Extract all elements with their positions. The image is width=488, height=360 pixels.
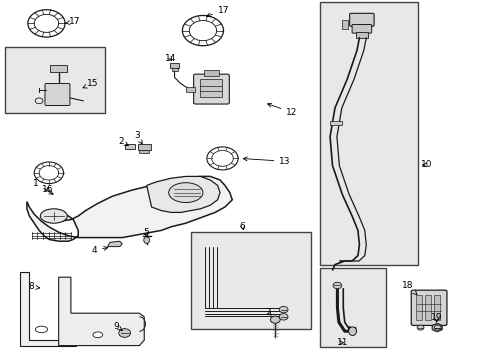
Text: 1: 1	[33, 179, 53, 194]
Circle shape	[270, 316, 280, 323]
Bar	[200, 79, 222, 97]
Polygon shape	[431, 323, 441, 332]
Circle shape	[279, 314, 287, 320]
Bar	[50, 65, 67, 72]
Bar	[139, 150, 149, 153]
Text: 2: 2	[118, 137, 128, 146]
Bar	[170, 63, 179, 68]
Polygon shape	[120, 329, 129, 337]
Text: 9: 9	[113, 322, 122, 331]
Bar	[204, 70, 219, 76]
Text: 10: 10	[420, 161, 431, 170]
Text: 19: 19	[430, 313, 442, 322]
Text: 14: 14	[164, 54, 176, 63]
Text: 6: 6	[239, 222, 245, 231]
Ellipse shape	[143, 237, 149, 243]
Ellipse shape	[40, 209, 67, 223]
Polygon shape	[20, 272, 76, 346]
Text: 15: 15	[83, 79, 99, 88]
FancyBboxPatch shape	[193, 74, 229, 104]
Bar	[124, 144, 135, 149]
Circle shape	[332, 282, 341, 289]
Text: 18: 18	[401, 281, 416, 295]
Bar	[138, 144, 150, 150]
Text: 7: 7	[265, 308, 271, 317]
Text: 16: 16	[42, 185, 54, 194]
Circle shape	[433, 325, 440, 330]
Bar	[190, 232, 310, 329]
Circle shape	[416, 325, 423, 330]
Text: 8: 8	[28, 282, 40, 292]
Ellipse shape	[168, 183, 203, 203]
Bar	[171, 68, 177, 71]
Text: 3: 3	[134, 131, 142, 144]
Bar	[185, 87, 194, 92]
FancyBboxPatch shape	[349, 13, 373, 26]
Text: 13: 13	[243, 157, 290, 166]
FancyBboxPatch shape	[45, 84, 70, 105]
Bar	[5, 47, 105, 113]
Circle shape	[119, 329, 130, 337]
Bar	[329, 121, 342, 125]
Bar	[424, 295, 430, 320]
Bar	[342, 20, 347, 29]
Text: 11: 11	[336, 338, 347, 347]
Text: 12: 12	[267, 103, 297, 117]
Ellipse shape	[93, 332, 102, 338]
Ellipse shape	[348, 327, 356, 336]
Polygon shape	[27, 176, 232, 241]
Text: 4: 4	[91, 246, 108, 255]
Bar	[433, 295, 439, 320]
Text: 17: 17	[206, 6, 229, 17]
Polygon shape	[146, 176, 220, 212]
Ellipse shape	[36, 326, 48, 333]
Polygon shape	[107, 241, 122, 247]
Circle shape	[431, 324, 441, 331]
FancyBboxPatch shape	[410, 290, 446, 325]
Bar	[320, 2, 417, 265]
Text: 17: 17	[66, 17, 81, 26]
FancyBboxPatch shape	[351, 24, 371, 33]
Bar	[355, 32, 367, 38]
Bar	[415, 295, 422, 320]
Polygon shape	[59, 277, 144, 346]
Circle shape	[279, 306, 287, 313]
Bar	[320, 268, 386, 347]
Text: 5: 5	[142, 229, 148, 238]
